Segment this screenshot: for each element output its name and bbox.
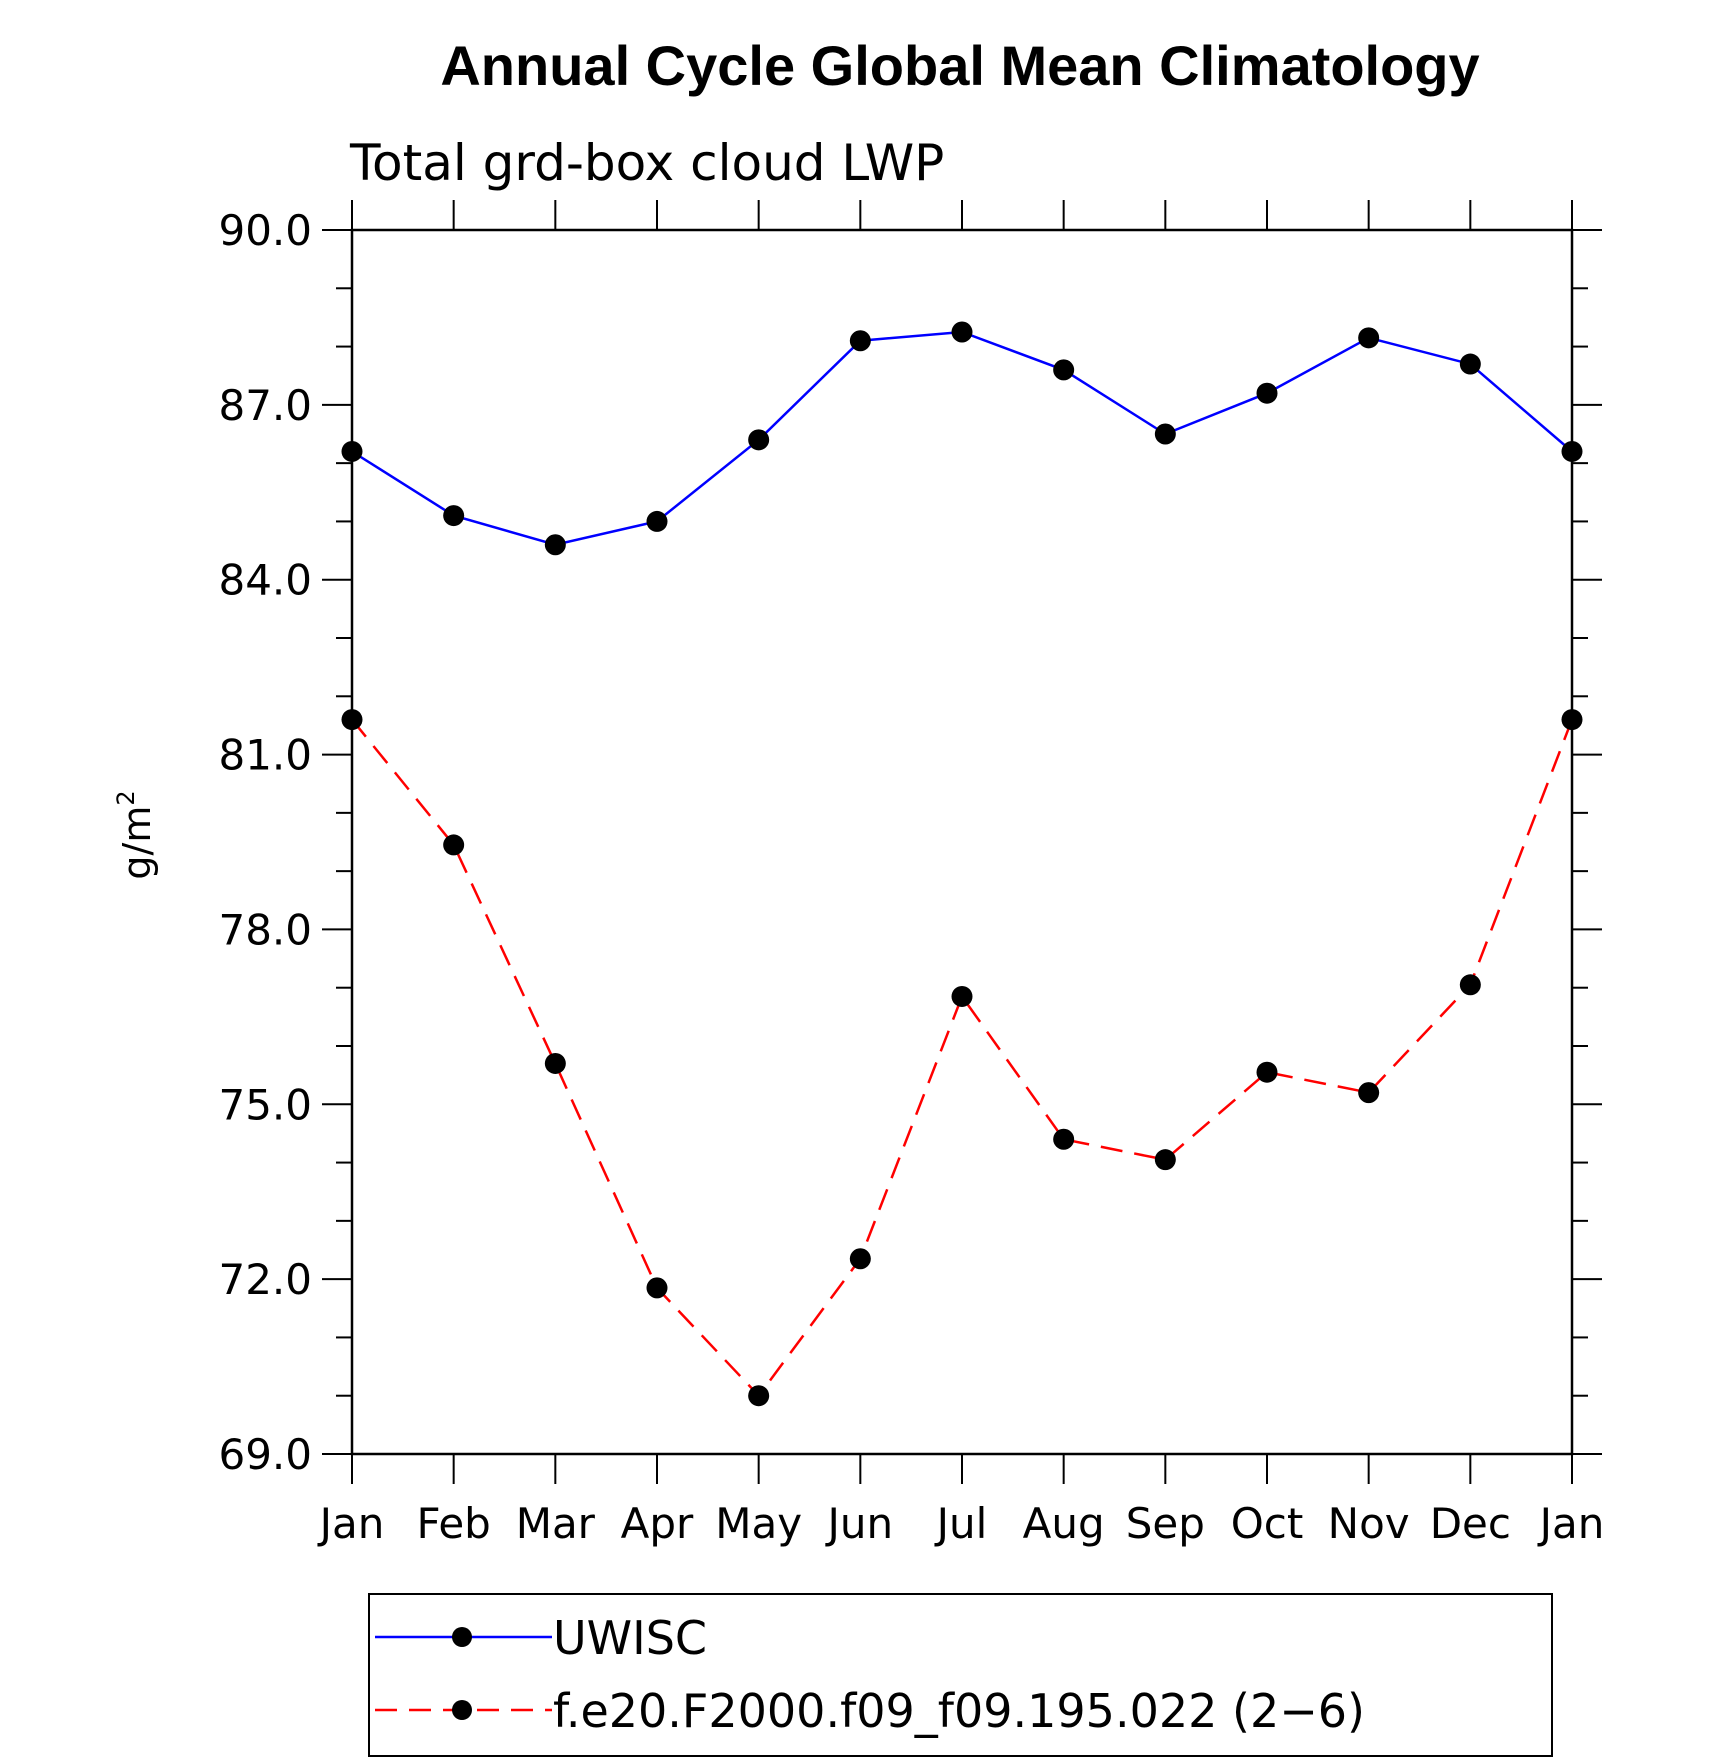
- data-point: [849, 1248, 871, 1270]
- legend: UWISC f.e20.F2000.f09_f09.195.022 (2−6): [368, 1593, 1553, 1757]
- chart-subtitle: Total grd-box cloud LWP: [349, 134, 944, 192]
- x-tick-label: Jun: [825, 1499, 894, 1548]
- y-tick-label: 75.0: [218, 1080, 312, 1129]
- x-tick-label: Feb: [416, 1499, 490, 1548]
- data-point: [1459, 974, 1481, 996]
- data-point: [1256, 382, 1278, 404]
- legend-label-model: f.e20.F2000.f09_f09.195.022 (2−6): [553, 1684, 1365, 1738]
- x-tick-label: Sep: [1126, 1499, 1205, 1548]
- y-tick-label: 87.0: [218, 381, 312, 430]
- y-tick-label: 69.0: [218, 1430, 312, 1479]
- data-point: [1256, 1061, 1278, 1083]
- data-point: [1561, 709, 1583, 731]
- y-tick-label: 84.0: [218, 556, 312, 605]
- data-point: [1358, 1082, 1380, 1104]
- data-point: [443, 834, 465, 856]
- data-point: [849, 330, 871, 352]
- data-point: [1053, 1128, 1075, 1150]
- data-point: [1459, 353, 1481, 375]
- data-point: [748, 1385, 770, 1407]
- data-point: [1561, 440, 1583, 462]
- x-tick-label: Jan: [1537, 1499, 1605, 1548]
- legend-marker-model: [452, 1700, 472, 1720]
- y-tick-label: 78.0: [218, 905, 312, 954]
- data-point: [748, 429, 770, 451]
- x-tick-label: Oct: [1231, 1499, 1304, 1548]
- legend-box: [368, 1593, 1553, 1757]
- plot-frame: [350, 228, 1574, 1456]
- data-point: [1154, 1149, 1176, 1171]
- svg-text:g/m2: g/m2: [112, 790, 159, 879]
- y-tick-label: 81.0: [218, 731, 312, 780]
- x-tick-label: Aug: [1023, 1499, 1105, 1548]
- plot-axes: [322, 200, 1602, 1484]
- legend-marker-uwisc: [452, 1627, 472, 1647]
- data-point: [544, 534, 566, 556]
- y-axis-label: g/m: [115, 806, 159, 880]
- legend-label-uwisc: UWISC: [553, 1611, 707, 1665]
- y-axis-tick-labels: 90.0 87.0 84.0 81.0 78.0 75.0 72.0 69.0: [218, 206, 312, 1479]
- data-point: [341, 440, 363, 462]
- series-line-0: [351, 330, 1573, 546]
- x-axis-tick-labels: Jan Feb Mar Apr May Jun Jul Aug Sep Oct Nov Dec Jan: [317, 1499, 1605, 1548]
- y-axis-title: g/m2: [112, 790, 159, 879]
- data-point: [443, 505, 465, 527]
- data-point: [951, 321, 973, 343]
- x-tick-label: Mar: [516, 1499, 596, 1548]
- y-axis-label-superscript: 2: [112, 790, 140, 805]
- data-point: [646, 1277, 668, 1299]
- x-tick-label: Dec: [1430, 1499, 1511, 1548]
- x-tick-label: May: [715, 1499, 802, 1548]
- chart-title: Annual Cycle Global Mean Climatology: [440, 34, 1479, 97]
- x-tick-label: Apr: [621, 1499, 694, 1548]
- y-tick-label: 90.0: [218, 206, 312, 255]
- data-point: [1154, 423, 1176, 445]
- x-tick-label: Jul: [934, 1499, 988, 1548]
- series-line-1: [351, 718, 1574, 1398]
- data-point: [951, 985, 973, 1007]
- data-point: [646, 510, 668, 532]
- x-tick-label: Nov: [1328, 1499, 1410, 1548]
- y-tick-label: 72.0: [218, 1255, 312, 1304]
- data-point: [341, 709, 363, 731]
- data-point: [1053, 359, 1075, 381]
- series-layer: [341, 321, 1583, 1407]
- x-tick-label: Jan: [317, 1499, 385, 1548]
- data-point: [1358, 327, 1380, 349]
- data-point: [544, 1052, 566, 1074]
